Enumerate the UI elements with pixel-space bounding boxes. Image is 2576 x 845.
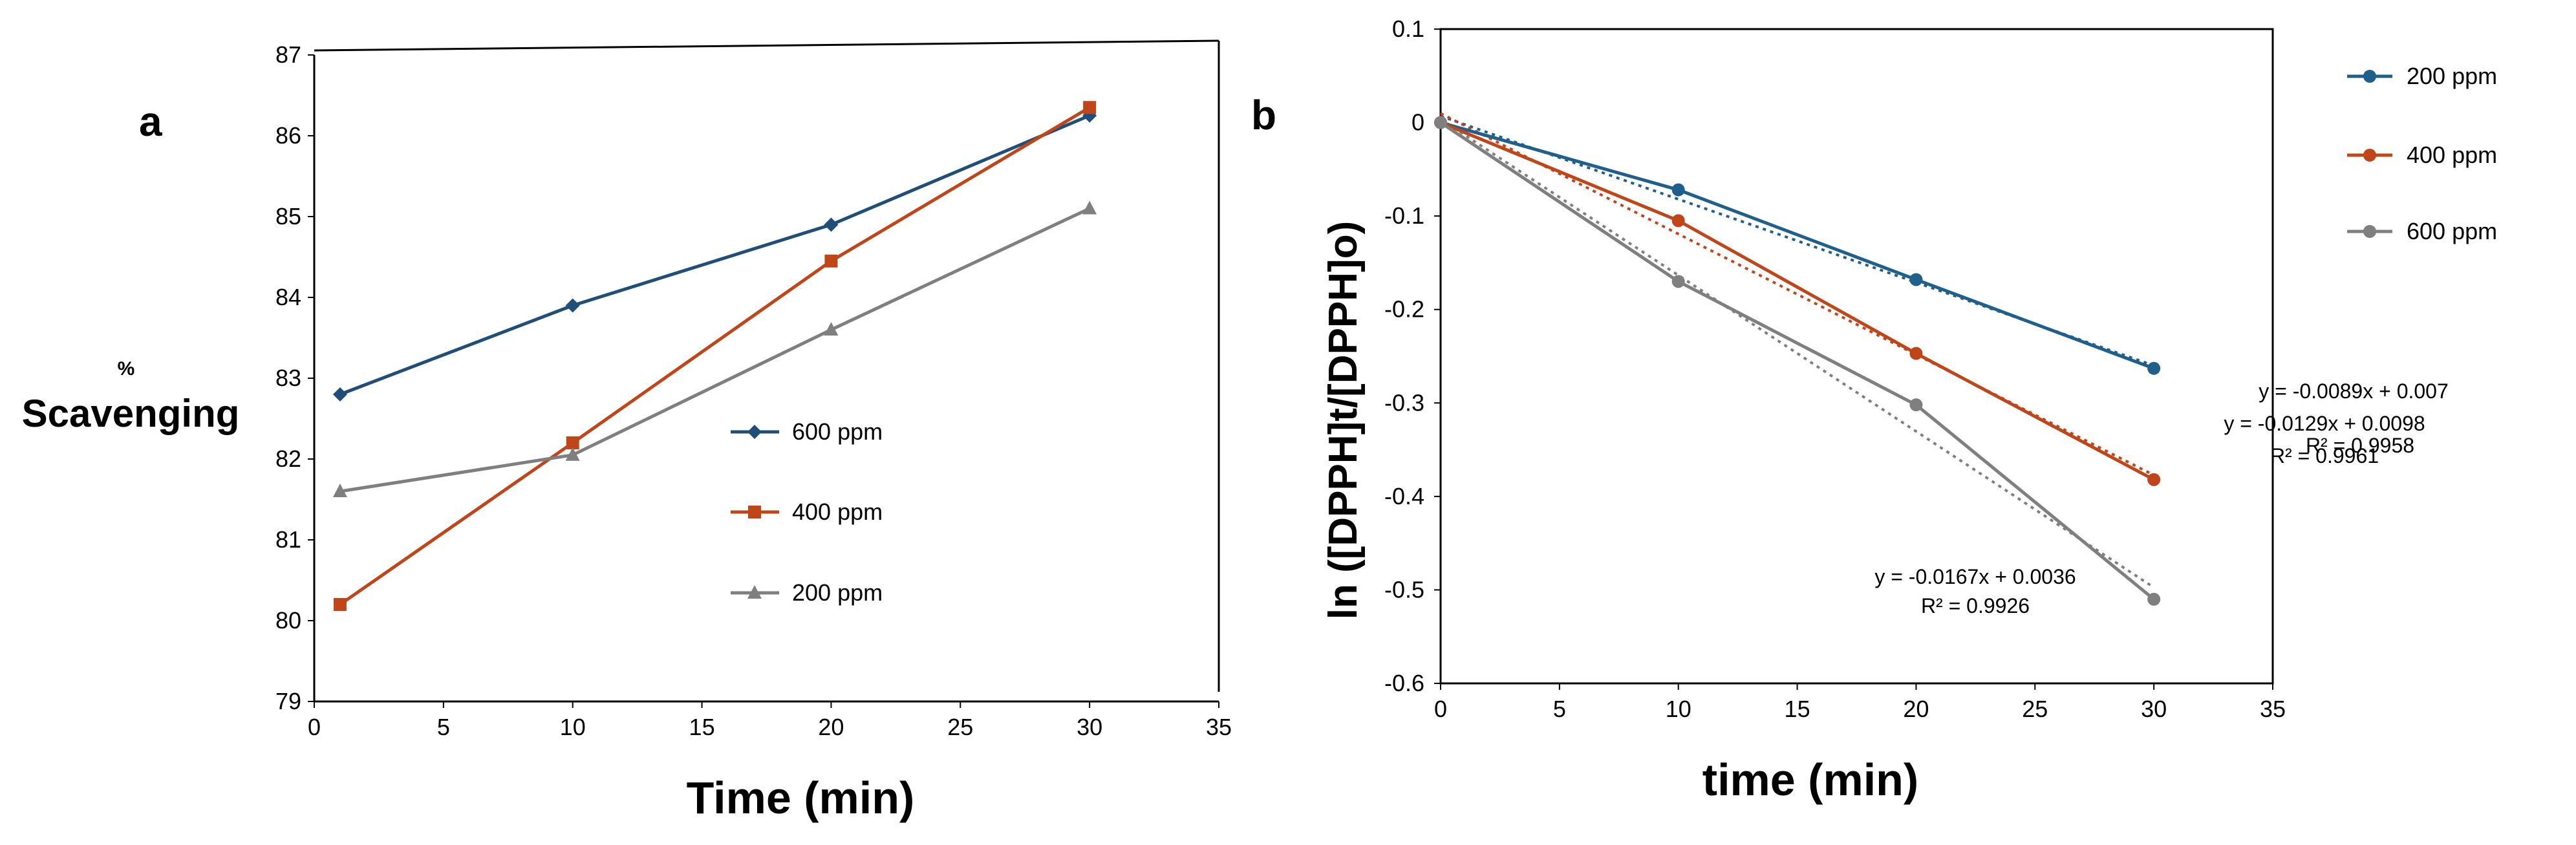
panel-b-label: b [1251, 92, 1276, 138]
panel-a-frame-top [314, 39, 1219, 52]
y-tick-label: -0.2 [1384, 296, 1424, 323]
y-tick-label: 83 [275, 365, 301, 391]
legend-label: 600 ppm [2407, 218, 2497, 244]
legend-swatch-marker [2363, 70, 2376, 83]
panel-a-x-title: Time (min) [687, 773, 915, 823]
y-tick-label: 86 [275, 122, 301, 149]
y-tick-label: 85 [275, 203, 301, 230]
x-tick-label: 20 [1903, 696, 1929, 722]
series-line [1440, 121, 2155, 370]
y-tick-label: 81 [275, 526, 301, 553]
y-tick-label: 87 [275, 41, 301, 68]
series-line [339, 114, 1091, 396]
data-point [1671, 214, 1685, 228]
legend-swatch-marker [748, 506, 761, 519]
x-tick-label: 10 [1666, 696, 1691, 722]
data-point [566, 436, 579, 449]
legend-swatch-marker [2363, 149, 2376, 162]
data-point [333, 598, 347, 611]
data-point [1909, 347, 1923, 360]
y-tick-label: -0.3 [1384, 389, 1424, 416]
data-point [2147, 361, 2161, 375]
x-tick-label: 15 [689, 714, 715, 740]
data-point [565, 298, 580, 313]
data-point [1671, 183, 1685, 197]
y-tick-label: 79 [275, 688, 301, 714]
legend-label: 200 ppm [2407, 63, 2497, 89]
legend-swatch-marker [747, 585, 762, 599]
x-tick-label: 5 [1553, 696, 1566, 722]
x-tick-label: 0 [1434, 696, 1447, 722]
trendline-r2: R² = 0.9958 [2306, 434, 2414, 457]
data-point [1434, 116, 1447, 129]
x-tick-label: 15 [1785, 696, 1810, 722]
x-tick-label: 35 [2260, 696, 2286, 722]
y-tick-label: 84 [275, 284, 301, 310]
x-tick-label: 20 [818, 714, 844, 740]
data-point [824, 217, 839, 232]
trendline [1439, 118, 2155, 589]
panel-a: 0 5 10 15 20 25 30 35 79 80 81 82 83 84 85 86 87 600 ppm… [22, 39, 1232, 823]
x-tick-label: 5 [437, 714, 450, 740]
data-point [332, 484, 347, 497]
data-point [1083, 101, 1097, 114]
legend-swatch-marker [2363, 225, 2376, 238]
trendline [1440, 112, 2155, 476]
y-tick-label: -0.1 [1384, 202, 1424, 229]
panel-a-y-title-top: % [118, 358, 135, 380]
data-point [1909, 273, 1923, 286]
series-line [339, 207, 1091, 493]
panel-b-y-title: ln ([DPPH]t/[DPPH]o) [1321, 221, 1366, 619]
panel-b-x-title: time (min) [1702, 754, 1918, 805]
data-point [2147, 592, 2161, 606]
trendline-equation: y = -0.0167x + 0.0036 [1874, 565, 2076, 588]
y-tick-label: -0.5 [1384, 576, 1424, 603]
legend-label: 400 ppm [792, 498, 883, 525]
y-tick-label: 82 [275, 445, 301, 472]
trendline-equation: y = -0.0089x + 0.007 [2259, 380, 2449, 403]
y-tick-label: 80 [275, 607, 301, 634]
data-point [332, 387, 347, 401]
y-tick-label: -0.4 [1384, 483, 1424, 509]
data-point [1671, 275, 1685, 288]
panel-a-label: a [139, 98, 162, 145]
data-point [824, 254, 838, 268]
data-point [2147, 473, 2161, 486]
y-tick-label: -0.6 [1384, 670, 1424, 696]
trendline-r2: R² = 0.9961 [2270, 444, 2379, 467]
trendline-equation: y = -0.0129x + 0.0098 [2224, 412, 2425, 435]
x-tick-label: 30 [1077, 714, 1102, 740]
series-line [339, 106, 1091, 606]
series-line [1439, 121, 2155, 601]
x-tick-label: 10 [560, 714, 586, 740]
series-line [1440, 121, 2155, 482]
x-tick-label: 35 [1206, 714, 1232, 740]
trendline-r2: R² = 0.9926 [1921, 594, 2030, 617]
legend-label: 400 ppm [2407, 142, 2497, 168]
data-point [824, 322, 839, 336]
x-tick-label: 30 [2141, 696, 2167, 722]
legend-swatch-marker [747, 425, 762, 439]
x-tick-label: 0 [308, 714, 321, 740]
x-tick-label: 25 [2022, 696, 2048, 722]
panel-b: 0 5 10 15 20 25 30 35 -0.6 -0.5 -0.4 -0.3 -0.2 -0.1 0 0… [1251, 16, 2497, 805]
panel-b-plot-area [1439, 28, 2274, 685]
legend-label: 600 ppm [792, 418, 883, 445]
data-point [1909, 398, 1923, 412]
y-tick-label: 0.1 [1392, 16, 1424, 42]
y-tick-label: 0 [1411, 109, 1424, 136]
x-tick-label: 25 [947, 714, 973, 740]
legend-label: 200 ppm [792, 579, 883, 606]
data-point [1082, 200, 1097, 215]
data-point [565, 447, 580, 461]
panel-a-y-title: Scavenging [22, 392, 240, 435]
